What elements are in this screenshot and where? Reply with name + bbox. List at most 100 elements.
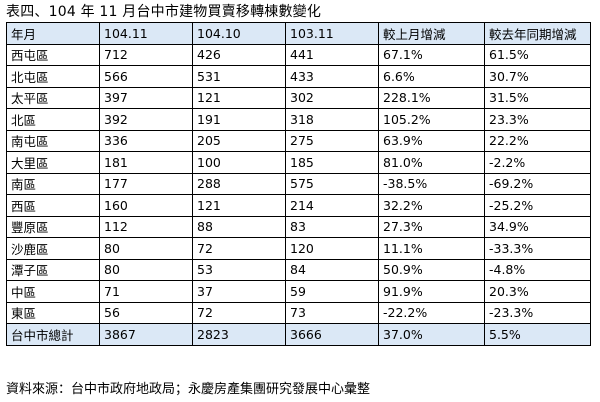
yoy-change-cell: 31.5% bbox=[484, 86, 591, 109]
yoy-change-cell: -23.3% bbox=[484, 301, 591, 324]
value-cell: 712 bbox=[99, 43, 193, 66]
mom-change-cell: 67.1% bbox=[378, 43, 485, 66]
mom-change-cell: 32.2% bbox=[378, 194, 485, 217]
table-row: 大里區 181 100 185 81.0% -2.2% bbox=[6, 151, 591, 174]
district-cell: 西區 bbox=[6, 194, 100, 217]
table-row: 西屯區 712 426 441 67.1% 61.5% bbox=[6, 43, 591, 66]
value-cell: 56 bbox=[99, 301, 193, 324]
value-cell: 80 bbox=[99, 258, 193, 281]
mom-change-cell: 27.3% bbox=[378, 215, 485, 238]
value-cell: 392 bbox=[99, 108, 193, 131]
yoy-change-cell: 23.3% bbox=[484, 108, 591, 131]
district-cell: 北屯區 bbox=[6, 65, 100, 88]
total-value-cell: 3666 bbox=[285, 323, 379, 346]
header-cell-period: 年月 bbox=[6, 22, 100, 45]
value-cell: 112 bbox=[99, 215, 193, 238]
table-total-row: 台中市總計 3867 2823 3666 37.0% 5.5% bbox=[6, 323, 591, 346]
yoy-change-cell: -69.2% bbox=[484, 172, 591, 195]
header-cell-104-10: 104.10 bbox=[192, 22, 286, 45]
yoy-change-cell: -2.2% bbox=[484, 151, 591, 174]
value-cell: 433 bbox=[285, 65, 379, 88]
value-cell: 185 bbox=[285, 151, 379, 174]
value-cell: 72 bbox=[192, 237, 286, 260]
page-title: 表四、104 年 11 月台中市建物買賣移轉棟數變化 bbox=[6, 4, 322, 20]
district-cell: 潭子區 bbox=[6, 258, 100, 281]
value-cell: 73 bbox=[285, 301, 379, 324]
value-cell: 191 bbox=[192, 108, 286, 131]
value-cell: 83 bbox=[285, 215, 379, 238]
value-cell: 100 bbox=[192, 151, 286, 174]
value-cell: 318 bbox=[285, 108, 379, 131]
value-cell: 177 bbox=[99, 172, 193, 195]
value-cell: 160 bbox=[99, 194, 193, 217]
value-cell: 205 bbox=[192, 129, 286, 152]
table-row: 西區 160 121 214 32.2% -25.2% bbox=[6, 194, 591, 217]
table-row: 南區 177 288 575 -38.5% -69.2% bbox=[6, 172, 591, 195]
district-cell: 北區 bbox=[6, 108, 100, 131]
district-cell: 西屯區 bbox=[6, 43, 100, 66]
table-row: 沙鹿區 80 72 120 11.1% -33.3% bbox=[6, 237, 591, 260]
total-value-cell: 3867 bbox=[99, 323, 193, 346]
value-cell: 441 bbox=[285, 43, 379, 66]
value-cell: 80 bbox=[99, 237, 193, 260]
value-cell: 575 bbox=[285, 172, 379, 195]
header-cell-103-11: 103.11 bbox=[285, 22, 379, 45]
value-cell: 84 bbox=[285, 258, 379, 281]
yoy-change-cell: 34.9% bbox=[484, 215, 591, 238]
table-row: 北屯區 566 531 433 6.6% 30.7% bbox=[6, 65, 591, 88]
mom-change-cell: 63.9% bbox=[378, 129, 485, 152]
value-cell: 426 bbox=[192, 43, 286, 66]
mom-change-cell: -22.2% bbox=[378, 301, 485, 324]
value-cell: 53 bbox=[192, 258, 286, 281]
mom-change-cell: 81.0% bbox=[378, 151, 485, 174]
mom-change-cell: -38.5% bbox=[378, 172, 485, 195]
yoy-change-cell: 30.7% bbox=[484, 65, 591, 88]
total-value-cell: 2823 bbox=[192, 323, 286, 346]
district-cell: 沙鹿區 bbox=[6, 237, 100, 260]
mom-change-cell: 11.1% bbox=[378, 237, 485, 260]
district-cell: 中區 bbox=[6, 280, 100, 303]
mom-change-cell: 50.9% bbox=[378, 258, 485, 281]
table-row: 潭子區 80 53 84 50.9% -4.8% bbox=[6, 258, 591, 281]
value-cell: 214 bbox=[285, 194, 379, 217]
mom-change-cell: 91.9% bbox=[378, 280, 485, 303]
value-cell: 37 bbox=[192, 280, 286, 303]
source-note: 資料來源：台中市政府地政局；永慶房產集團研究發展中心彙整 bbox=[6, 382, 371, 397]
value-cell: 120 bbox=[285, 237, 379, 260]
table-row: 北區 392 191 318 105.2% 23.3% bbox=[6, 108, 591, 131]
value-cell: 531 bbox=[192, 65, 286, 88]
district-cell: 太平區 bbox=[6, 86, 100, 109]
district-cell: 南屯區 bbox=[6, 129, 100, 152]
value-cell: 397 bbox=[99, 86, 193, 109]
table-row: 東區 56 72 73 -22.2% -23.3% bbox=[6, 301, 591, 324]
header-cell-104-11: 104.11 bbox=[99, 22, 193, 45]
yoy-change-cell: 61.5% bbox=[484, 43, 591, 66]
district-cell: 豐原區 bbox=[6, 215, 100, 238]
total-mom-change-cell: 37.0% bbox=[378, 323, 485, 346]
mom-change-cell: 6.6% bbox=[378, 65, 485, 88]
yoy-change-cell: -33.3% bbox=[484, 237, 591, 260]
value-cell: 88 bbox=[192, 215, 286, 238]
total-label-cell: 台中市總計 bbox=[6, 323, 100, 346]
value-cell: 71 bbox=[99, 280, 193, 303]
table-row: 中區 71 37 59 91.9% 20.3% bbox=[6, 280, 591, 303]
value-cell: 181 bbox=[99, 151, 193, 174]
header-cell-yoy-change: 較去年同期增減 bbox=[484, 22, 591, 45]
header-cell-mom-change: 較上月增減 bbox=[378, 22, 485, 45]
district-cell: 南區 bbox=[6, 172, 100, 195]
total-yoy-change-cell: 5.5% bbox=[484, 323, 591, 346]
yoy-change-cell: 20.3% bbox=[484, 280, 591, 303]
district-cell: 東區 bbox=[6, 301, 100, 324]
district-cell: 大里區 bbox=[6, 151, 100, 174]
value-cell: 59 bbox=[285, 280, 379, 303]
table-row: 豐原區 112 88 83 27.3% 34.9% bbox=[6, 215, 591, 238]
value-cell: 288 bbox=[192, 172, 286, 195]
data-table: 年月 104.11 104.10 103.11 較上月增減 較去年同期增減 西屯… bbox=[6, 22, 591, 346]
table-row: 太平區 397 121 302 228.1% 31.5% bbox=[6, 86, 591, 109]
value-cell: 121 bbox=[192, 86, 286, 109]
value-cell: 336 bbox=[99, 129, 193, 152]
mom-change-cell: 105.2% bbox=[378, 108, 485, 131]
mom-change-cell: 228.1% bbox=[378, 86, 485, 109]
table-row: 南屯區 336 205 275 63.9% 22.2% bbox=[6, 129, 591, 152]
value-cell: 121 bbox=[192, 194, 286, 217]
